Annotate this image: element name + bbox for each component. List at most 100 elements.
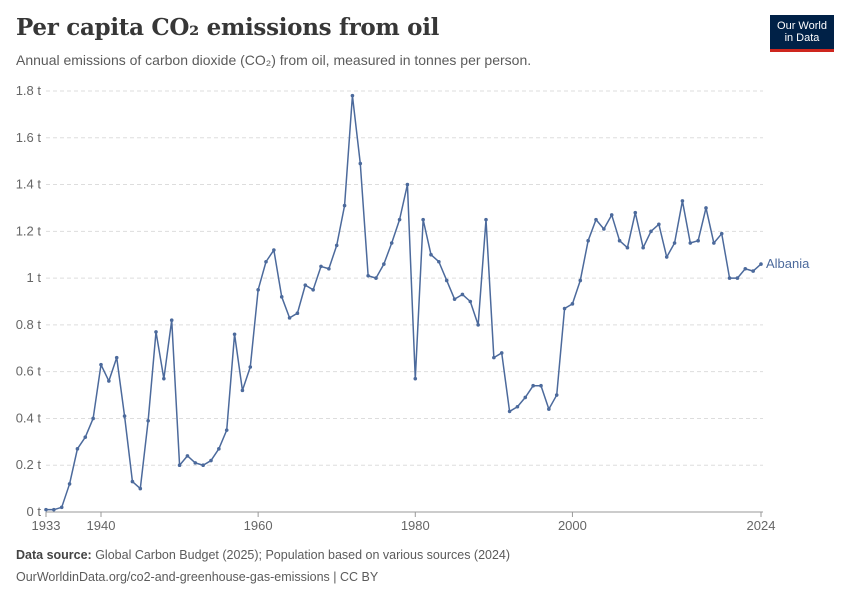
data-point <box>492 355 496 360</box>
data-point <box>342 203 347 208</box>
data-point <box>209 458 213 463</box>
chart-subtitle: Annual emissions of carbon dioxide (CO₂)… <box>16 52 532 68</box>
data-point <box>350 93 355 98</box>
data-point <box>169 318 174 323</box>
data-point <box>413 376 418 381</box>
data-point <box>232 332 237 337</box>
data-point <box>688 241 693 245</box>
data-point <box>193 461 198 465</box>
x-tick-label: 2024 <box>747 518 776 533</box>
data-point <box>649 229 653 234</box>
data-point <box>397 217 402 222</box>
data-point <box>83 435 88 439</box>
y-tick-label: 0.2 t <box>16 457 42 472</box>
x-tick-label: 1960 <box>244 518 273 533</box>
data-point <box>421 217 425 222</box>
data-point <box>680 199 685 203</box>
y-tick-label: 0.4 t <box>16 410 42 425</box>
data-point <box>138 486 143 491</box>
data-point <box>727 276 732 280</box>
logo-line2: in Data <box>784 32 820 44</box>
data-point <box>704 206 708 210</box>
data-point <box>44 507 48 512</box>
data-point <box>91 416 95 421</box>
data-point <box>712 241 716 245</box>
y-tick-label: 1.8 t <box>16 83 42 98</box>
data-point <box>523 395 528 400</box>
data-point <box>586 238 590 243</box>
data-point <box>515 404 520 409</box>
series-label: Albania <box>766 256 810 271</box>
data-point <box>122 414 127 418</box>
data-source: Data source: Global Carbon Budget (2025)… <box>16 548 510 562</box>
data-point <box>217 447 221 451</box>
data-point <box>185 454 190 458</box>
data-point <box>696 238 700 243</box>
data-point <box>507 409 512 414</box>
data-point <box>287 316 292 320</box>
owid-logo[interactable]: Our World in Data <box>770 15 834 52</box>
data-point <box>460 292 465 297</box>
data-point <box>759 262 763 266</box>
data-point <box>154 330 158 334</box>
data-point <box>366 273 370 278</box>
data-point <box>319 264 323 269</box>
data-point <box>303 283 308 287</box>
data-point <box>114 355 119 360</box>
data-point <box>240 388 245 393</box>
data-point <box>578 278 583 283</box>
data-point <box>484 217 488 222</box>
data-point <box>570 302 575 306</box>
chart-title: Per capita CO₂ emissions from oil <box>16 14 440 41</box>
y-tick-label: 1.4 t <box>16 177 42 192</box>
x-tick-label: 2000 <box>558 518 587 533</box>
data-point <box>429 252 433 257</box>
data-point <box>499 351 504 355</box>
data-point <box>201 463 205 468</box>
data-point <box>130 479 135 484</box>
data-point <box>539 383 543 388</box>
data-point <box>602 227 606 231</box>
data-point <box>382 262 386 266</box>
data-point <box>641 245 645 250</box>
data-point <box>311 288 315 292</box>
data-point <box>389 241 394 245</box>
source-label: Data source: <box>16 548 92 562</box>
data-point <box>279 295 284 299</box>
data-point <box>334 243 339 248</box>
y-tick-label: 1 t <box>27 270 42 285</box>
data-point <box>452 297 457 301</box>
data-point <box>664 255 669 259</box>
data-point <box>177 463 182 468</box>
y-tick-label: 0.6 t <box>16 364 42 379</box>
data-point <box>264 259 268 264</box>
data-point <box>476 323 480 327</box>
data-point <box>374 276 378 280</box>
series-line-albania <box>46 94 762 511</box>
source-url[interactable]: OurWorldinData.org/co2-and-greenhouse-ga… <box>16 570 379 584</box>
y-tick-label: 0 t <box>27 504 42 519</box>
data-point <box>248 365 253 369</box>
data-point <box>547 407 551 411</box>
data-point <box>75 447 80 451</box>
data-point <box>146 418 150 423</box>
data-point <box>358 161 363 166</box>
data-point <box>609 213 614 217</box>
x-tick-label: 1940 <box>87 518 116 533</box>
data-point <box>594 217 598 222</box>
data-point <box>617 238 622 243</box>
data-point <box>327 266 331 271</box>
data-point <box>672 241 677 245</box>
data-point <box>468 299 473 304</box>
data-point <box>562 306 567 311</box>
data-point <box>52 507 56 512</box>
data-point <box>162 376 166 381</box>
data-point <box>99 362 103 367</box>
source-text: Global Carbon Budget (2025); Population … <box>91 548 511 562</box>
y-tick-label: 1.2 t <box>16 223 42 238</box>
y-tick-label: 0.8 t <box>16 317 42 332</box>
x-tick-label: 1980 <box>401 518 430 533</box>
data-point <box>751 269 755 273</box>
data-point <box>554 393 559 397</box>
